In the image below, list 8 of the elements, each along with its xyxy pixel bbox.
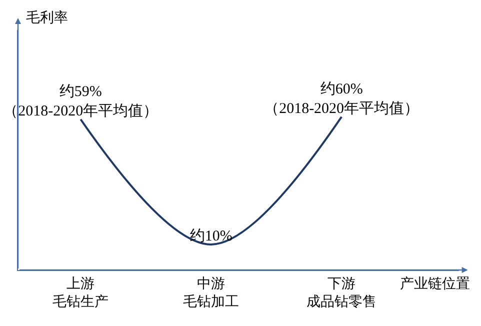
x-axis-title: 产业链位置 [400,276,470,292]
y-axis-title: 毛利率 [26,10,68,26]
x-tick-label: 中游毛钻加工 [183,276,240,310]
x-tick-label: 下游成品钻零售 [306,276,377,310]
data-label: 约60% （2018-2020年平均值） [264,80,420,118]
data-label: 约59% （2018-2020年平均值） [3,83,158,120]
data-label: 约10% [190,228,232,245]
x-tick-label: 上游毛钻生产 [52,276,109,310]
